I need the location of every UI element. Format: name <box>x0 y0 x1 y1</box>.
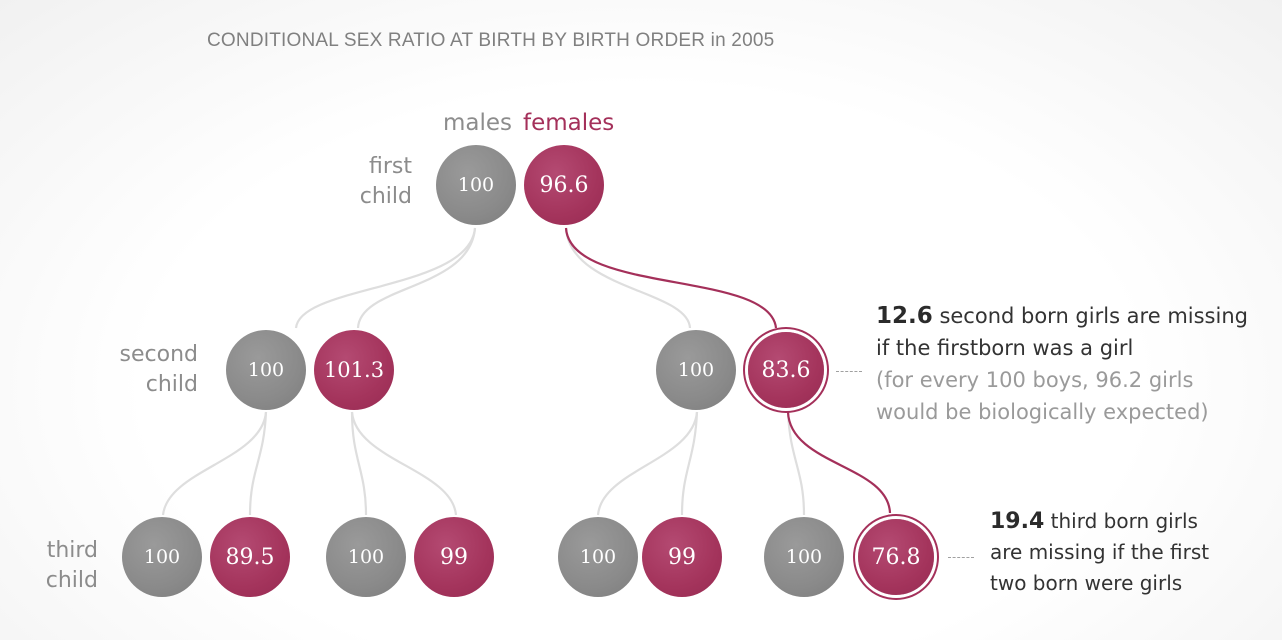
legend-males: males <box>443 110 513 136</box>
annotation-text: (for every 100 boys, 96.2 girls <box>876 368 1194 392</box>
row-label-second: second child <box>78 340 198 400</box>
annotation-text: second born girls are missing <box>939 304 1248 328</box>
node-second-a-male: 100 <box>226 330 306 410</box>
connector <box>564 227 692 329</box>
highlight-connector <box>564 227 778 329</box>
annotation-leader <box>836 371 862 372</box>
annotation-number: 12.6 <box>876 303 933 329</box>
row-label-first: first child <box>292 152 412 212</box>
connector <box>356 227 477 329</box>
node-second-a-female: 101.3 <box>314 330 394 410</box>
annotation-line: 12.6 second born girls are missing <box>876 300 1248 332</box>
node-third-d-female: 76.8 <box>858 519 934 595</box>
highlight-connector <box>786 411 892 514</box>
row-label-line: third <box>46 538 98 563</box>
node-first-male: 100 <box>436 145 516 225</box>
node-third-a-male: 100 <box>122 517 202 597</box>
connector <box>161 411 268 516</box>
chart-title: CONDITIONAL SEX RATIO AT BIRTH BY BIRTH … <box>207 30 775 51</box>
annotation-text: are missing if the first <box>990 540 1210 564</box>
annotation-number: 19.4 <box>990 509 1045 534</box>
annotation-third-born: 19.4 third born girls are missing if the… <box>990 506 1209 599</box>
annotation-text: would be biologically expected) <box>876 400 1209 424</box>
node-third-b-female: 99 <box>414 517 494 597</box>
connector <box>350 411 458 516</box>
row-label-line: first <box>369 154 412 179</box>
connector <box>350 411 368 516</box>
legend-females: females <box>523 110 615 136</box>
annotation-text: third born girls <box>1050 509 1198 533</box>
node-second-b-male: 100 <box>656 330 736 410</box>
node-third-c-male: 100 <box>558 517 638 597</box>
node-first-female: 96.6 <box>524 145 604 225</box>
annotation-text: two born were girls <box>990 571 1183 595</box>
annotation-second-born: 12.6 second born girls are missing if th… <box>876 300 1248 428</box>
row-label-line: child <box>145 372 198 397</box>
connector <box>596 411 699 516</box>
annotation-leader <box>948 557 974 558</box>
connector <box>786 411 806 516</box>
connector <box>248 411 268 516</box>
node-third-d-male: 100 <box>764 517 844 597</box>
annotation-line: 19.4 third born girls <box>990 506 1209 537</box>
row-label-line: second <box>119 342 198 367</box>
connector <box>294 227 477 329</box>
row-label-line: child <box>45 568 98 593</box>
row-label-line: child <box>359 184 412 209</box>
annotation-text: if the firstborn was a girl <box>876 336 1134 360</box>
row-label-third: third child <box>0 536 98 596</box>
connector <box>680 411 699 516</box>
node-third-b-male: 100 <box>326 517 406 597</box>
node-third-c-female: 99 <box>642 517 722 597</box>
node-third-a-female: 89.5 <box>210 517 290 597</box>
node-second-b-female: 83.6 <box>748 332 824 408</box>
